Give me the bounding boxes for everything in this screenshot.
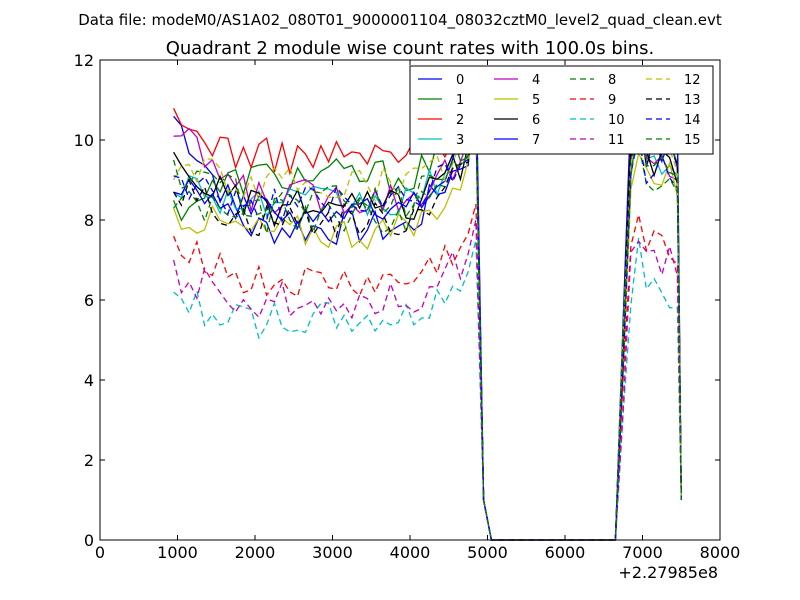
x-tick-label: 5000: [467, 543, 508, 562]
legend-label-9: 9: [608, 93, 616, 108]
legend-label-2: 2: [456, 113, 464, 128]
x-offset-label: +2.27985e8: [618, 563, 718, 582]
legend-box: [409, 65, 714, 155]
x-tick-label: 4000: [390, 543, 431, 562]
series-line-9: [172, 203, 682, 541]
ticks-layer: 0 1000 2000 3000 4000 5000 6000 7000 80000246810…: [74, 51, 741, 562]
y-tick-label: 10: [74, 131, 94, 150]
y-tick-label: 2: [84, 451, 94, 470]
legend-label-8: 8: [608, 73, 616, 88]
x-tick-label: 2000: [235, 543, 276, 562]
legend-label-12: 12: [684, 73, 701, 88]
y-tick-label: 4: [84, 371, 94, 390]
legend-label-13: 13: [684, 93, 701, 108]
legend-label-15: 15: [684, 133, 701, 148]
legend-label-3: 3: [456, 133, 464, 148]
legend-label-7: 7: [532, 133, 540, 148]
legend-label-10: 10: [608, 113, 625, 128]
legend-label-1: 1: [456, 93, 464, 108]
legend-label-11: 11: [608, 133, 625, 148]
y-tick-label: 8: [84, 211, 94, 230]
y-tick-label: 6: [84, 291, 94, 310]
x-tick-label: 0: [95, 543, 105, 562]
data-file-label: Data file: modeM0/AS1A02_080T01_90000011…: [78, 11, 722, 30]
y-tick-label: 0: [84, 531, 94, 550]
x-tick-label: 7000: [622, 543, 663, 562]
series-layer: [172, 67, 682, 541]
legend-label-6: 6: [532, 113, 540, 128]
series-line-11: [172, 219, 682, 541]
x-tick-label: 6000: [545, 543, 586, 562]
x-tick-label: 1000: [157, 543, 198, 562]
legend-label-5: 5: [532, 93, 540, 108]
series-line-15: [172, 107, 682, 541]
x-tick-label: 3000: [312, 543, 353, 562]
legend-label-4: 4: [532, 73, 540, 88]
legend-label-0: 0: [456, 73, 464, 88]
x-tick-label: 8000: [700, 543, 741, 562]
chart-title: Quadrant 2 module wise count rates with …: [166, 38, 655, 59]
y-tick-label: 12: [74, 51, 94, 70]
legend-label-14: 14: [684, 113, 701, 128]
